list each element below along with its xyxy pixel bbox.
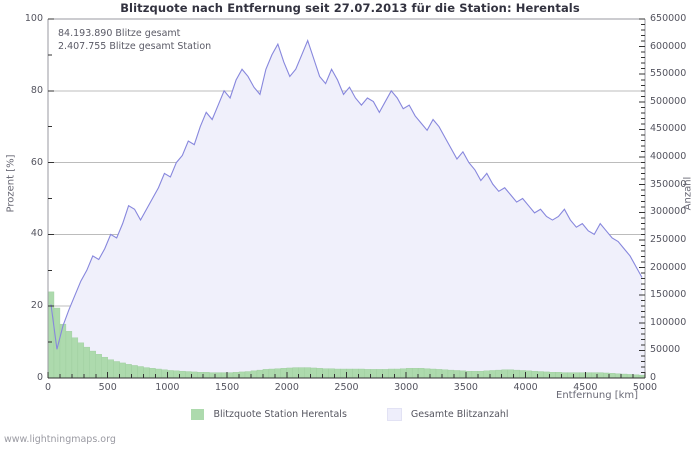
footer-source: www.lightningmaps.org xyxy=(4,434,116,445)
x-tick-label: 5000 xyxy=(632,382,658,393)
y-tick-label-right: 350000 xyxy=(650,178,687,190)
y-tick-label-left: 0 xyxy=(36,372,43,383)
legend-item-blitzquote: Blitzquote Station Herentals xyxy=(191,409,347,420)
annotation-total-strikes: 84.193.890 Blitze gesamt xyxy=(58,28,181,39)
legend-swatch-gesamte xyxy=(386,408,402,421)
legend-swatch-blitzquote xyxy=(191,409,205,420)
y-tick-label-left: 60 xyxy=(30,156,43,168)
x-tick-label: 1000 xyxy=(155,382,180,393)
y-tick-label-left: 80 xyxy=(30,84,43,96)
x-tick-label: 2000 xyxy=(274,382,299,393)
y-tick-label-right: 600000 xyxy=(650,40,687,52)
y-tick-label-right: 150000 xyxy=(650,289,687,301)
x-axis-label: Entfernung [km] xyxy=(556,390,639,401)
y-tick-label-right: 0 xyxy=(650,372,657,383)
x-tick-label: 2500 xyxy=(334,382,359,393)
axis-ticks xyxy=(47,18,646,379)
legend-item-gesamte: Gesamte Blitzanzahl xyxy=(386,408,509,421)
annotation-station-strikes: 2.407.755 Blitze gesamt Station xyxy=(58,41,212,52)
legend-label-gesamte: Gesamte Blitzanzahl xyxy=(410,409,509,420)
y-tick-label-left: 40 xyxy=(30,228,43,240)
x-tick-label: 4000 xyxy=(513,382,538,393)
y-tick-label-left: 100 xyxy=(24,13,43,24)
legend-label-blitzquote: Blitzquote Station Herentals xyxy=(213,409,347,420)
x-tick-label: 1500 xyxy=(215,382,240,393)
page-title: Blitzquote nach Entfernung seit 27.07.20… xyxy=(120,1,580,15)
y-tick-label-left: 20 xyxy=(30,300,43,312)
series-blitzquote-station-bars xyxy=(47,291,646,379)
y-tick-label-right: 550000 xyxy=(650,68,687,80)
x-tick-label: 500 xyxy=(98,382,117,393)
x-tick-label: 4500 xyxy=(573,382,598,393)
y-tick-label-right: 200000 xyxy=(650,261,687,273)
y-tick-label-right: 650000 xyxy=(650,13,687,24)
series-gesamte-blitzanzahl-area xyxy=(48,40,645,378)
y-tick-label-right: 400000 xyxy=(650,151,687,163)
x-tick-label: 0 xyxy=(44,382,52,393)
y-tick-label-right: 300000 xyxy=(650,206,687,218)
y-tick-label-right: 500000 xyxy=(650,95,687,107)
y-tick-label-right: 450000 xyxy=(650,123,687,135)
chart-legend: Blitzquote Station Herentals Gesamte Bli… xyxy=(0,408,700,421)
y-tick-label-right: 50000 xyxy=(650,344,681,356)
y-tick-label-right: 100000 xyxy=(650,316,687,328)
y-tick-label-right: 250000 xyxy=(650,233,687,245)
x-tick-label: 3000 xyxy=(394,382,419,393)
series-gesamte-blitzanzahl-line xyxy=(50,38,643,350)
x-tick-label: 3500 xyxy=(453,382,478,393)
